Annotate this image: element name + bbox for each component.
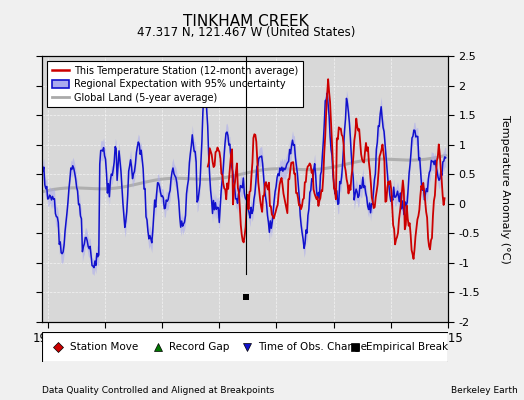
Text: Record Gap: Record Gap xyxy=(169,342,230,352)
Text: Time of Obs. Change: Time of Obs. Change xyxy=(258,342,367,352)
Text: Empirical Break: Empirical Break xyxy=(366,342,448,352)
Text: Station Move: Station Move xyxy=(70,342,138,352)
Text: TINKHAM CREEK: TINKHAM CREEK xyxy=(183,14,309,29)
Text: Berkeley Earth: Berkeley Earth xyxy=(451,386,517,395)
Y-axis label: Temperature Anomaly (°C): Temperature Anomaly (°C) xyxy=(499,115,509,263)
Text: 47.317 N, 121.467 W (United States): 47.317 N, 121.467 W (United States) xyxy=(137,26,355,39)
Legend: This Temperature Station (12-month average), Regional Expectation with 95% uncer: This Temperature Station (12-month avera… xyxy=(47,61,303,107)
Text: Data Quality Controlled and Aligned at Breakpoints: Data Quality Controlled and Aligned at B… xyxy=(42,386,274,395)
